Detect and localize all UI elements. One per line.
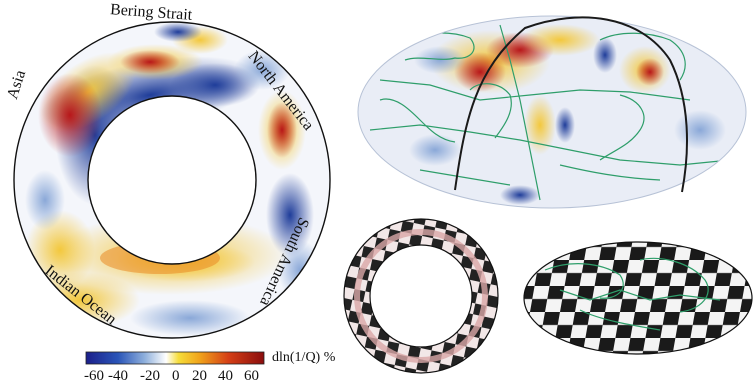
colorbar-tick: 20 (192, 368, 207, 384)
colorbar-tick: 60 (244, 368, 259, 384)
colorbar-label: dln(1/Q) % (272, 350, 336, 365)
resolution-test-ring (343, 218, 499, 374)
colorbar-tick: -20 (140, 368, 160, 384)
cross-section (13, 21, 331, 339)
colorbar-tick: 40 (218, 368, 233, 384)
world-map (357, 15, 747, 209)
colorbar (85, 351, 265, 365)
colorbar-tick: -40 (108, 368, 128, 384)
resolution-test-map (523, 241, 753, 355)
section-path (454, 16, 688, 193)
colorbar-tick: 0 (172, 368, 180, 384)
colorbar-tick: -60 (84, 368, 104, 384)
